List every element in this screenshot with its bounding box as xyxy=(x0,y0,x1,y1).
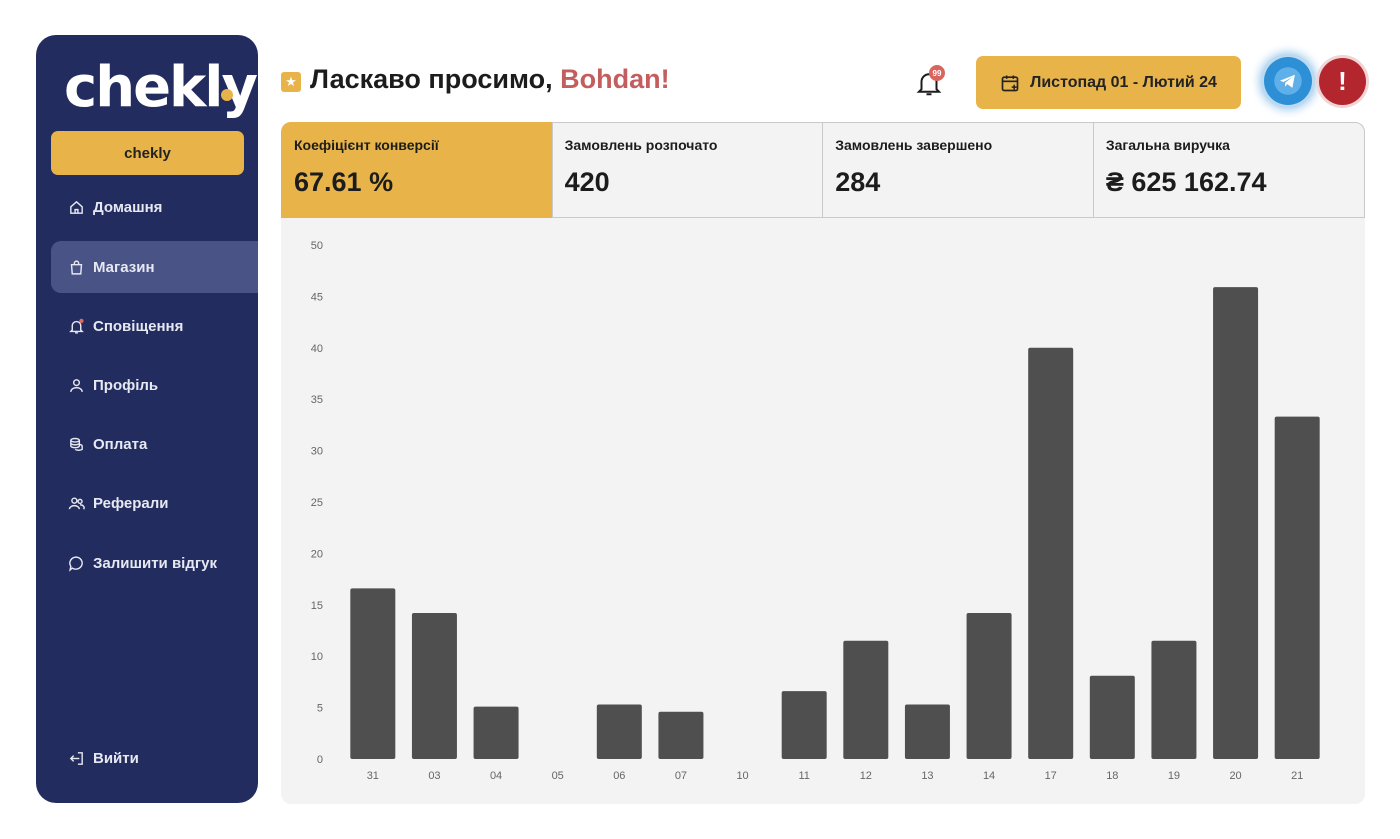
x-tick-label: 19 xyxy=(1168,770,1180,782)
bar-14[interactable] xyxy=(966,613,1012,759)
bar-13[interactable] xyxy=(904,704,950,759)
users-icon xyxy=(67,494,85,512)
sidebar-item-label: Сповіщення xyxy=(93,317,184,335)
x-tick-label: 11 xyxy=(798,770,809,782)
bar-31[interactable] xyxy=(350,588,396,759)
x-tick-label: 20 xyxy=(1229,770,1241,782)
y-tick-label: 10 xyxy=(311,651,323,663)
stats-row: Коефіцієнт конверсії 67.61 % Замовлень р… xyxy=(281,122,1365,218)
y-tick-label: 30 xyxy=(311,446,323,458)
date-range-label: Листопад 01 - Лютий 24 xyxy=(1030,73,1217,91)
logout-icon xyxy=(67,749,85,767)
x-tick-label: 18 xyxy=(1106,770,1118,782)
x-tick-label: 04 xyxy=(490,770,502,782)
x-tick-label: 17 xyxy=(1045,770,1057,782)
shopping-bag-icon xyxy=(67,258,85,276)
x-tick-label: 06 xyxy=(613,770,625,782)
logout-label: Вийти xyxy=(93,749,139,767)
sidebar-item-notifications[interactable]: Сповіщення xyxy=(51,300,258,352)
sidebar-item-profile[interactable]: Профіль xyxy=(51,359,258,411)
date-range-button[interactable]: Листопад 01 - Лютий 24 xyxy=(976,56,1241,109)
stat-value: 284 xyxy=(835,167,881,197)
bar-19[interactable] xyxy=(1151,640,1197,759)
bar-11[interactable] xyxy=(781,691,827,759)
stat-total-revenue: Загальна виручка ₴ 625 162.74 xyxy=(1092,122,1365,218)
stat-conversion-rate: Коефіцієнт конверсії 67.61 % xyxy=(281,122,554,218)
bar-07[interactable] xyxy=(658,711,704,759)
y-tick-label: 20 xyxy=(311,548,323,560)
chat-bubble-icon xyxy=(67,554,85,572)
telegram-button[interactable] xyxy=(1264,57,1312,105)
user-name: Bohdan! xyxy=(560,64,670,94)
stat-orders-completed: Замовлень завершено 284 xyxy=(822,122,1095,218)
bar-12[interactable] xyxy=(843,640,889,759)
logo-dot xyxy=(221,89,233,101)
stat-label: Загальна виручка xyxy=(1105,137,1230,153)
greeting-text: Ласкаво просимо, xyxy=(310,64,553,94)
stat-value: 67.61 % xyxy=(294,167,394,197)
x-tick-label: 10 xyxy=(736,770,748,782)
bar-20[interactable] xyxy=(1213,287,1259,759)
sidebar-item-label: Профіль xyxy=(93,376,159,394)
y-tick-label: 50 xyxy=(311,240,323,252)
home-icon xyxy=(67,198,85,216)
y-tick-label: 35 xyxy=(311,394,323,406)
bar-04[interactable] xyxy=(473,706,519,759)
bar-03[interactable] xyxy=(411,613,457,759)
page-title: Ласкаво просимо, Bohdan! xyxy=(310,64,670,95)
sidebar-item-label: Реферали xyxy=(93,494,169,512)
stat-value: ₴ 625 162.74 xyxy=(1105,167,1267,197)
sidebar-item-payment[interactable]: Оплата xyxy=(51,418,258,470)
x-tick-label: 05 xyxy=(552,770,564,782)
stat-label: Замовлень завершено xyxy=(835,137,993,153)
y-tick-label: 0 xyxy=(317,754,323,766)
y-tick-label: 40 xyxy=(311,343,323,355)
x-tick-label: 07 xyxy=(675,770,687,782)
star-icon: ★ xyxy=(281,72,301,92)
sidebar-item-home[interactable]: Домашня xyxy=(51,181,258,233)
exclamation-icon: ! xyxy=(1338,66,1347,96)
stat-value: 420 xyxy=(564,167,610,197)
logo: chekly xyxy=(64,55,258,120)
x-tick-label: 03 xyxy=(428,770,440,782)
bar-18[interactable] xyxy=(1089,675,1135,759)
x-tick-label: 21 xyxy=(1291,770,1303,782)
coins-icon xyxy=(67,435,85,453)
sidebar-item-label: Залишити відгук xyxy=(93,554,217,572)
stat-label: Коефіцієнт конверсії xyxy=(294,137,439,153)
x-tick-label: 12 xyxy=(860,770,872,782)
sidebar-item-store[interactable]: Магазин xyxy=(51,241,258,293)
y-tick-label: 15 xyxy=(311,600,323,612)
bell-icon xyxy=(67,317,85,335)
y-tick-label: 25 xyxy=(311,497,323,509)
sidebar-item-label: Оплата xyxy=(93,435,148,453)
user-icon xyxy=(67,376,85,394)
telegram-icon xyxy=(1274,67,1302,95)
bar-17[interactable] xyxy=(1028,347,1074,759)
y-tick-label: 45 xyxy=(311,291,323,303)
alert-button[interactable]: ! xyxy=(1319,58,1366,105)
x-tick-label: 31 xyxy=(367,770,379,782)
sidebar-item-feedback[interactable]: Залишити відгук xyxy=(51,537,258,589)
sidebar-item-label: Домашня xyxy=(93,198,163,216)
x-tick-label: 13 xyxy=(921,770,933,782)
bar-06[interactable] xyxy=(596,704,642,759)
store-selector-button[interactable]: chekly xyxy=(51,131,244,175)
x-tick-label: 14 xyxy=(983,770,995,782)
stat-orders-started: Замовлень розпочато 420 xyxy=(551,122,824,218)
sidebar-item-referrals[interactable]: Реферали xyxy=(51,477,258,529)
sidebar: chekly chekly Домашня Магазин Сповіщення… xyxy=(36,35,258,803)
stat-label: Замовлень розпочато xyxy=(564,137,718,153)
logout-button[interactable]: Вийти xyxy=(51,732,258,784)
y-tick-label: 5 xyxy=(317,703,323,715)
calendar-icon xyxy=(1001,75,1019,91)
notification-count-badge: 99 xyxy=(929,65,945,81)
bar-21[interactable] xyxy=(1274,416,1320,759)
sidebar-item-label: Магазин xyxy=(93,258,155,276)
